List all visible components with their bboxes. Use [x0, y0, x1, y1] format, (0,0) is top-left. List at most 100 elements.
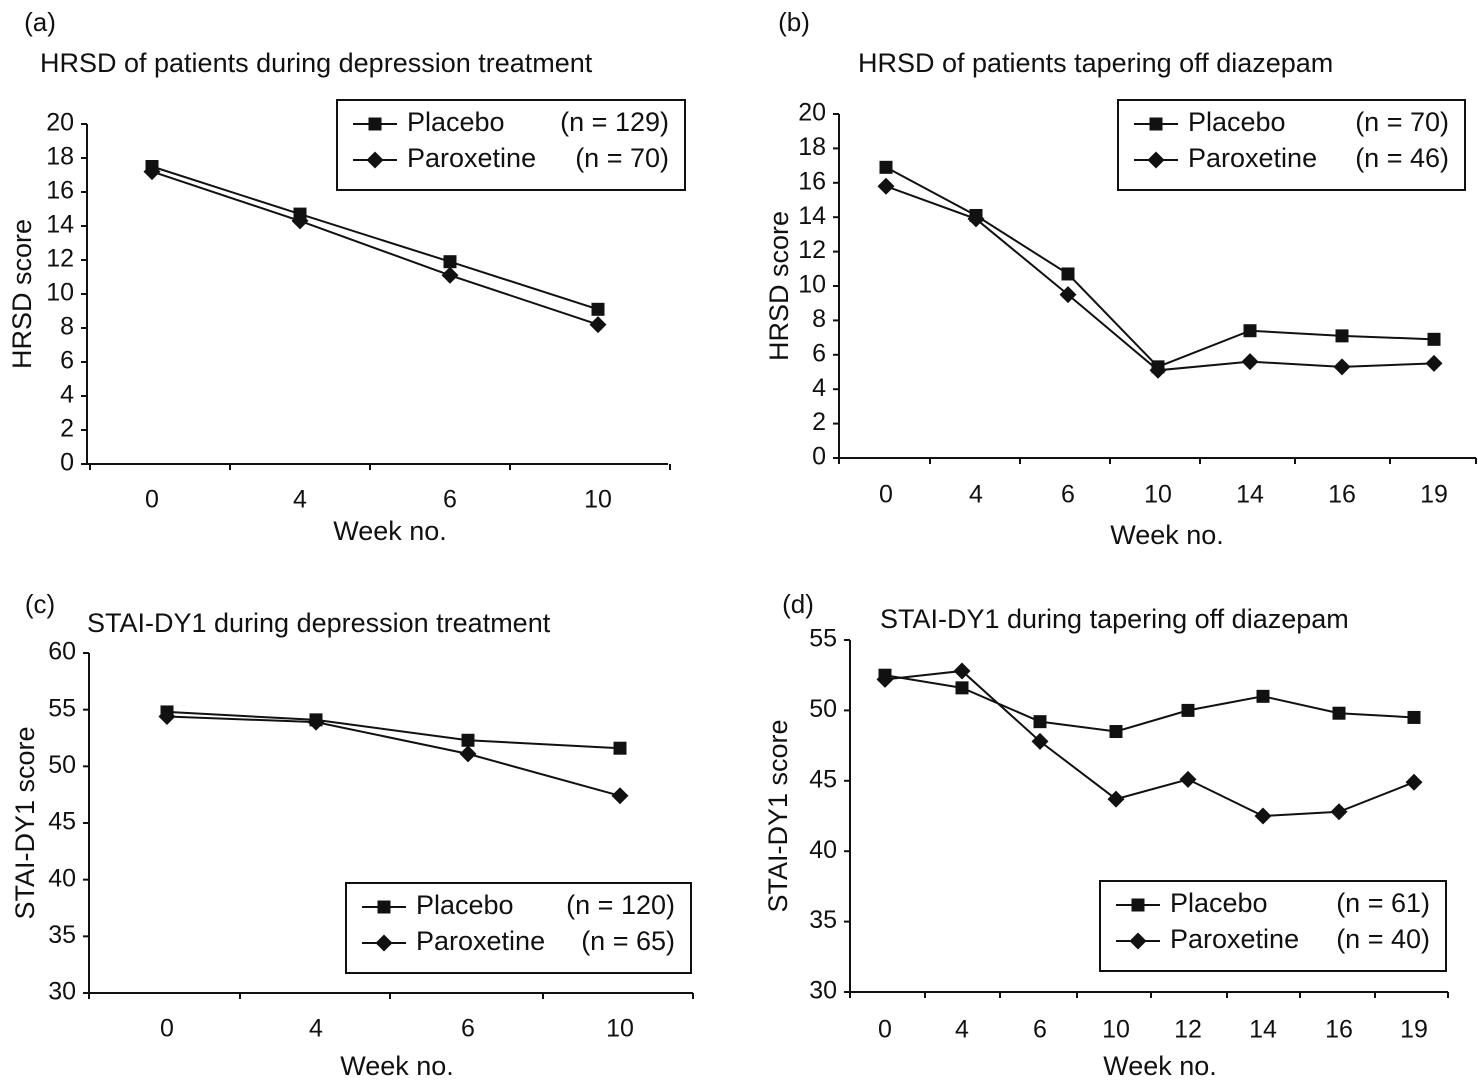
x-tick-label: 19 [1400, 1016, 1428, 1044]
data-point-paroxetine [967, 210, 985, 228]
data-point-paroxetine [1333, 358, 1351, 376]
y-tick-label: 40 [809, 836, 837, 864]
legend-marker-placebo [1149, 117, 1163, 131]
x-tick-label: 0 [879, 481, 893, 509]
series-line-paroxetine [885, 185, 1435, 372]
x-tick-label: 4 [293, 486, 307, 514]
x-tick-label: 19 [1420, 481, 1448, 509]
legend-n-placebo: (n = 129) [560, 107, 669, 137]
legend-n-paroxetine: (n = 46) [1355, 143, 1449, 173]
y-tick-label: 16 [46, 177, 74, 205]
y-tick-label: 35 [809, 906, 837, 934]
x-tick-label: 0 [160, 1015, 174, 1043]
data-point-paroxetine [158, 707, 176, 725]
y-axis-label: STAI-DY1 score [10, 726, 40, 919]
panel-letter: (d) [782, 589, 814, 619]
legend-box [1099, 880, 1447, 972]
x-tick-label: 10 [606, 1015, 634, 1043]
data-point-paroxetine [876, 670, 894, 688]
y-tick-label: 35 [48, 921, 76, 949]
data-point-paroxetine [1179, 770, 1197, 788]
data-point-placebo [461, 733, 475, 747]
x-tick-label: 16 [1328, 481, 1356, 509]
chart-panel-b: (b) HRSD of patients tapering off diazepa… [764, 7, 1477, 550]
data-point-placebo [1109, 725, 1123, 739]
data-point-paroxetine [1330, 803, 1348, 821]
data-point-paroxetine [307, 713, 325, 731]
y-tick-label: 50 [809, 695, 837, 723]
y-tick-label: 14 [798, 202, 826, 230]
y-tick-label: 2 [812, 408, 826, 436]
x-tick-label: 12 [1174, 1016, 1202, 1044]
legend-label-paroxetine: Paroxetine [407, 143, 536, 173]
legend-marker-placebo [377, 900, 391, 914]
y-axis-label: HRSD score [7, 219, 37, 369]
x-tick-label: 6 [1061, 481, 1075, 509]
chart-panel-a: (a) HRSD of patients during depression tr… [7, 7, 686, 546]
series-line-paroxetine [884, 669, 1415, 818]
data-point-placebo [1256, 689, 1270, 703]
y-tick-label: 4 [812, 374, 826, 402]
y-tick-label: 12 [798, 236, 826, 264]
y-tick-label: 8 [60, 313, 74, 341]
x-tick-label: 6 [1033, 1016, 1047, 1044]
y-tick-label: 50 [48, 751, 76, 779]
y-tick-label: 12 [46, 245, 74, 273]
data-point-paroxetine [589, 316, 607, 334]
legend: Placebo (n = 70) Paroxetine (n = 46) [1117, 99, 1466, 191]
legend-label-placebo: Placebo [416, 890, 514, 920]
legend-box [1117, 99, 1466, 191]
data-point-paroxetine [1254, 807, 1272, 825]
legend: Placebo (n = 129) Paroxetine (n = 70) [336, 99, 686, 191]
panel-letter: (b) [778, 7, 810, 37]
y-tick-label: 55 [809, 625, 837, 653]
panel-letter: (c) [25, 589, 55, 619]
legend-n-placebo: (n = 70) [1355, 107, 1449, 137]
y-tick-label: 60 [48, 638, 76, 666]
data-point-paroxetine [441, 266, 459, 284]
chart-title: HRSD of patients during depression treat… [40, 48, 593, 78]
data-point-paroxetine [459, 745, 477, 763]
x-tick-label: 10 [1102, 1016, 1130, 1044]
y-tick-label: 4 [60, 381, 74, 409]
data-point-placebo [1243, 324, 1257, 338]
legend-marker-paroxetine [1129, 932, 1147, 950]
data-point-placebo [1335, 329, 1349, 343]
x-tick-label: 6 [461, 1015, 475, 1043]
data-point-paroxetine [953, 662, 971, 680]
y-tick-label: 55 [48, 694, 76, 722]
legend-n-paroxetine: (n = 65) [581, 926, 675, 956]
y-tick-label: 14 [46, 211, 74, 239]
legend-box [345, 882, 692, 974]
y-tick-label: 16 [798, 167, 826, 195]
y-tick-label: 45 [48, 808, 76, 836]
data-point-placebo [1407, 710, 1421, 724]
data-point-paroxetine [877, 177, 895, 195]
y-axis-label: HRSD score [764, 211, 794, 361]
x-tick-label: 10 [1144, 481, 1172, 509]
data-point-placebo [591, 302, 605, 316]
y-tick-label: 30 [809, 977, 837, 1005]
data-point-paroxetine [1405, 773, 1423, 791]
data-point-paroxetine [1107, 790, 1125, 808]
data-point-paroxetine [291, 212, 309, 230]
data-point-placebo [1181, 703, 1195, 717]
chart-panel-d: (d) STAI-DY1 during tapering off diazepam… [763, 589, 1449, 1081]
x-tick-label: 10 [584, 486, 612, 514]
x-tick-label: 14 [1249, 1016, 1277, 1044]
x-axis-label: Week no. [1103, 1051, 1217, 1076]
y-tick-label: 0 [60, 449, 74, 477]
x-tick-label: 0 [878, 1016, 892, 1044]
legend-label-placebo: Placebo [1170, 888, 1268, 918]
panel-letter: (a) [24, 7, 56, 37]
series-line-paroxetine [151, 170, 599, 326]
data-point-paroxetine [1149, 361, 1167, 379]
legend-box [336, 99, 686, 191]
x-tick-label: 4 [969, 481, 983, 509]
chart-title: STAI-DY1 during depression treatment [87, 608, 551, 638]
legend-n-placebo: (n = 61) [1336, 888, 1430, 918]
data-point-paroxetine [1059, 286, 1077, 304]
x-axis-label: Week no. [340, 1051, 454, 1076]
series-line-paroxetine [166, 715, 621, 797]
